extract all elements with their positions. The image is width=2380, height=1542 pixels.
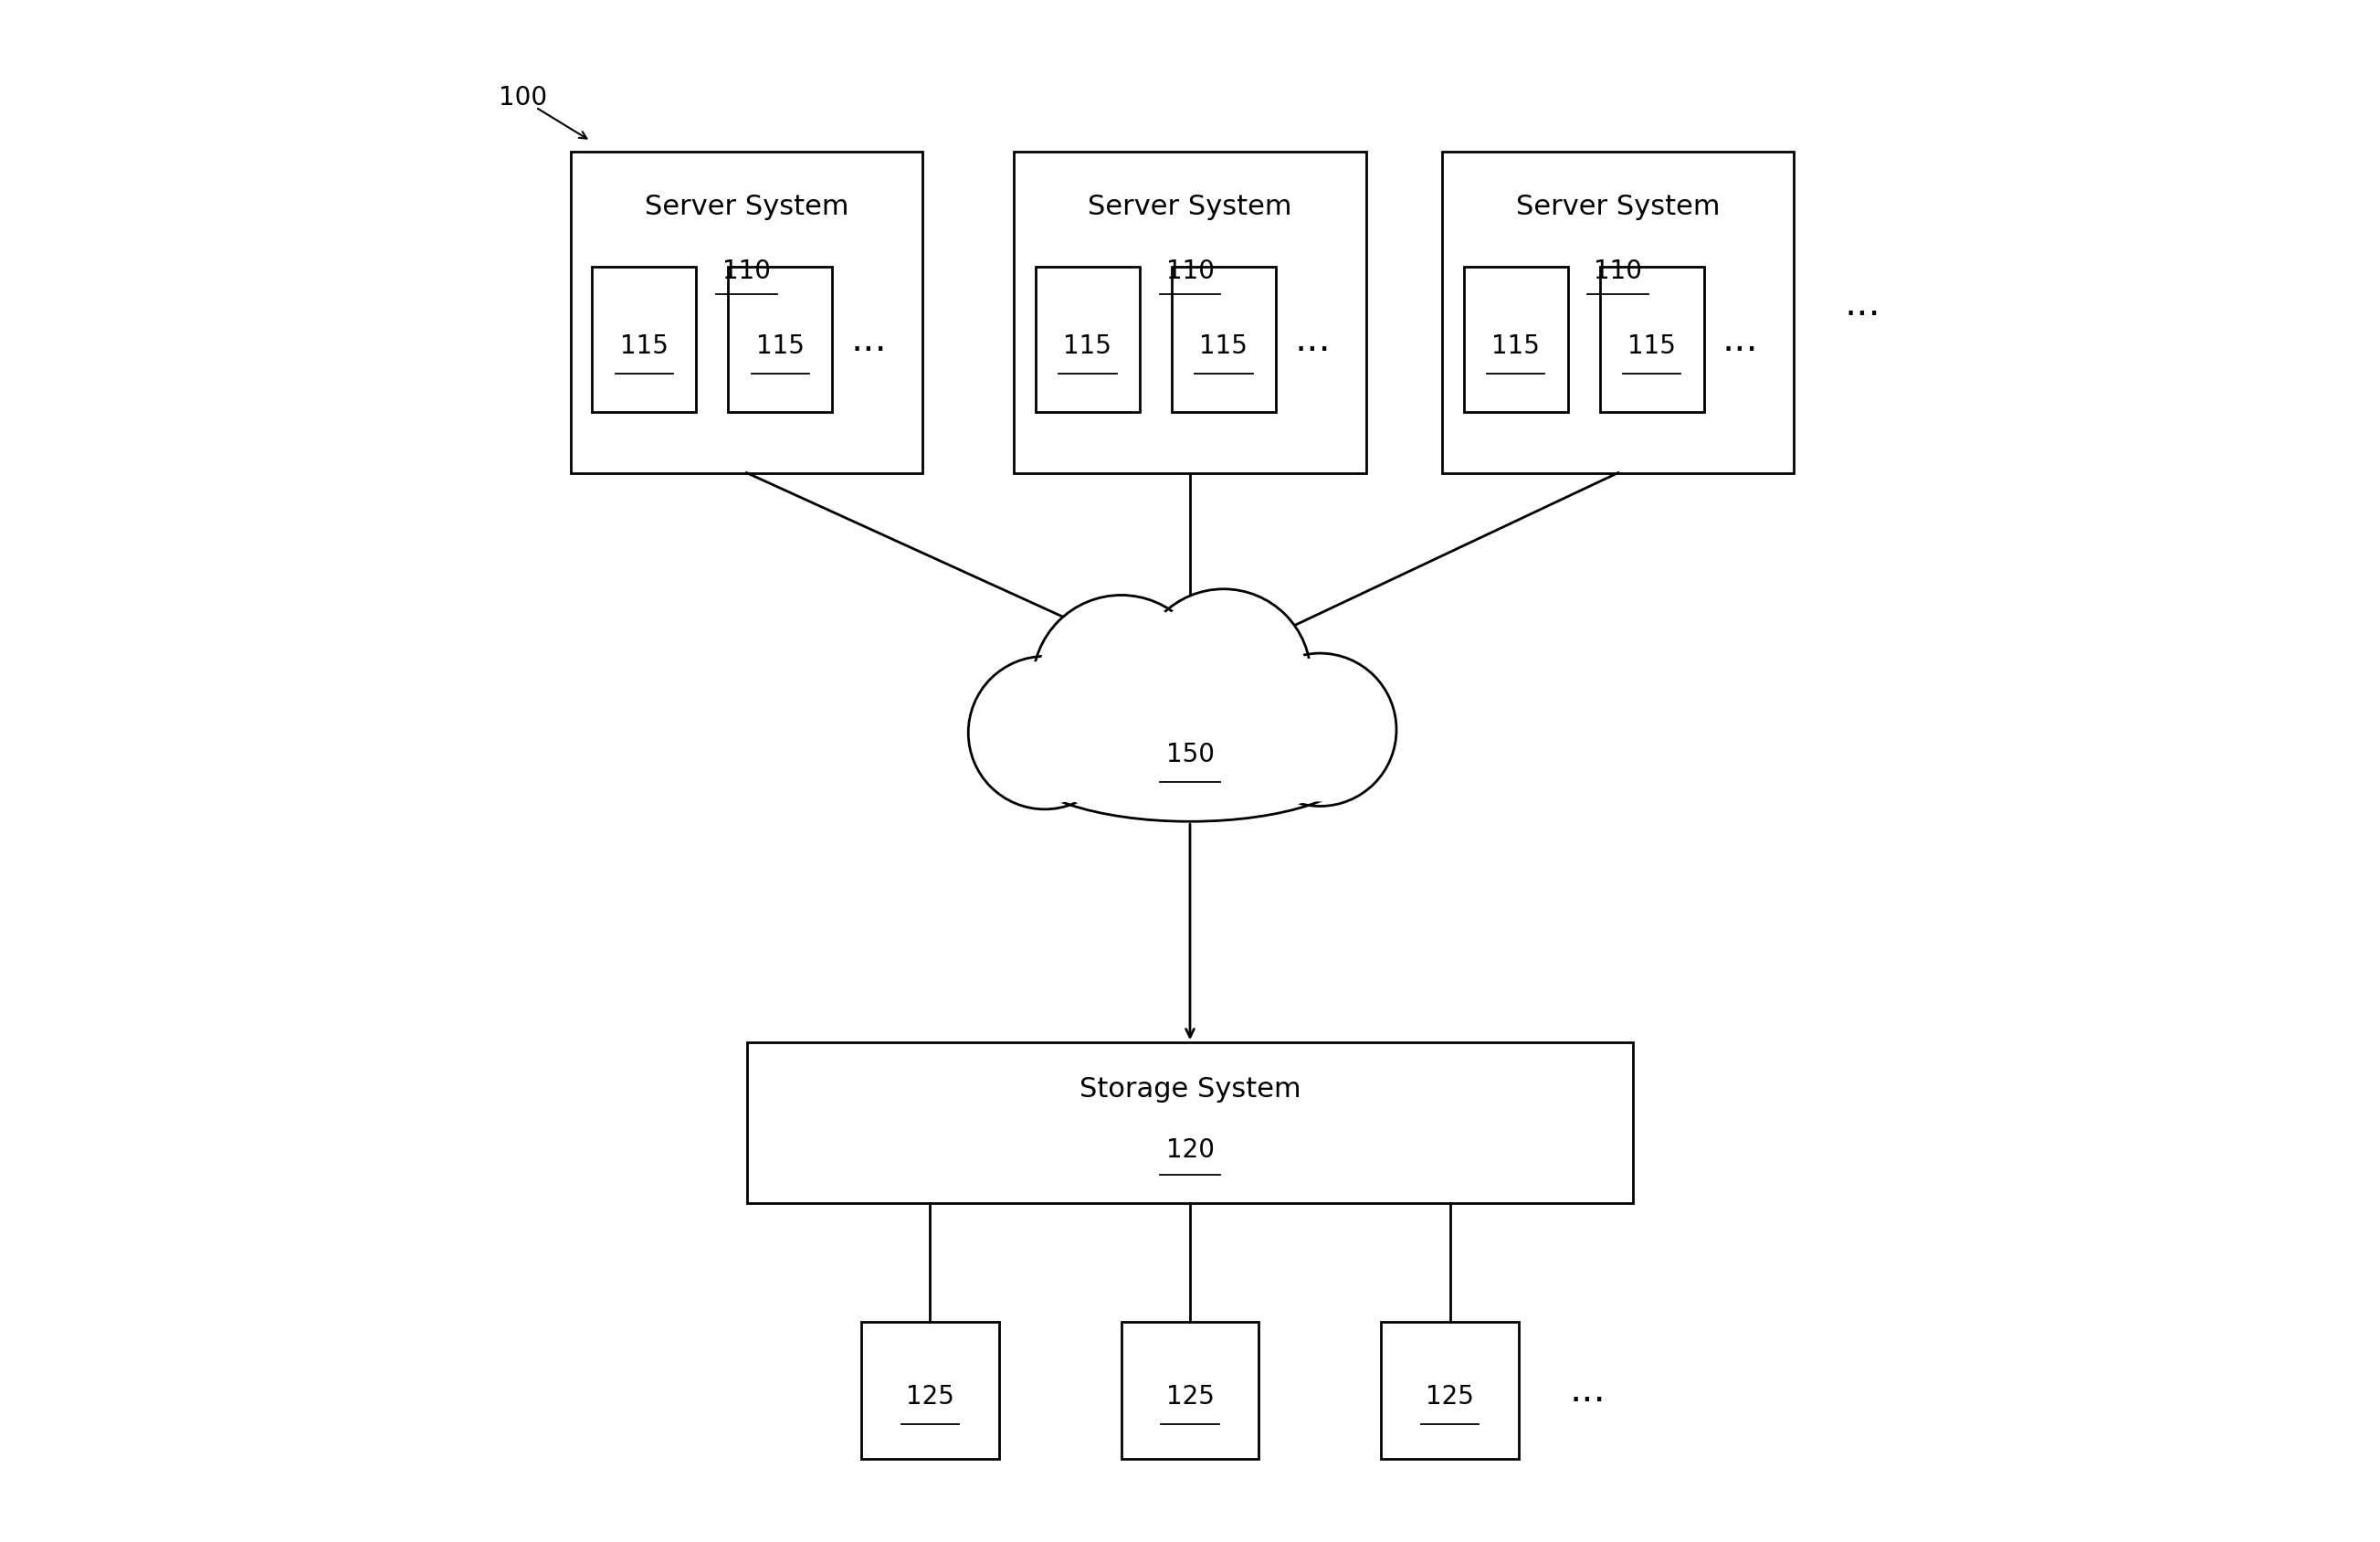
Text: 115: 115 — [1628, 333, 1676, 359]
Text: 100: 100 — [500, 85, 547, 111]
Text: 120: 120 — [1166, 1138, 1214, 1163]
Text: 125: 125 — [1426, 1383, 1473, 1409]
Text: 115: 115 — [1492, 333, 1540, 359]
Text: ...: ... — [1844, 285, 1880, 324]
Text: 115: 115 — [1064, 333, 1111, 359]
Text: 115: 115 — [757, 333, 804, 359]
Circle shape — [1038, 600, 1204, 768]
Text: 150: 150 — [1166, 742, 1214, 766]
Text: ...: ... — [1295, 321, 1330, 359]
Text: 125: 125 — [907, 1383, 954, 1409]
Text: Server System: Server System — [645, 193, 850, 221]
FancyBboxPatch shape — [747, 1042, 1633, 1203]
FancyBboxPatch shape — [728, 267, 833, 412]
Circle shape — [1242, 654, 1397, 806]
Text: 115: 115 — [621, 333, 669, 359]
Text: 110: 110 — [1595, 258, 1642, 284]
FancyBboxPatch shape — [862, 1321, 1000, 1459]
FancyBboxPatch shape — [1171, 267, 1276, 412]
Text: Server System: Server System — [1088, 193, 1292, 221]
Text: 110: 110 — [724, 258, 771, 284]
FancyBboxPatch shape — [1121, 1321, 1259, 1459]
Circle shape — [973, 662, 1116, 805]
FancyBboxPatch shape — [1014, 151, 1366, 473]
Text: 110: 110 — [1166, 258, 1214, 284]
FancyBboxPatch shape — [593, 267, 697, 412]
Circle shape — [969, 657, 1121, 810]
FancyBboxPatch shape — [1599, 267, 1704, 412]
FancyBboxPatch shape — [1035, 267, 1140, 412]
FancyBboxPatch shape — [571, 151, 923, 473]
FancyBboxPatch shape — [1464, 267, 1568, 412]
FancyBboxPatch shape — [1380, 1321, 1518, 1459]
Text: ...: ... — [1568, 1371, 1606, 1409]
Text: 115: 115 — [1200, 333, 1247, 359]
Circle shape — [1247, 658, 1392, 802]
Ellipse shape — [1019, 705, 1361, 822]
Circle shape — [1140, 594, 1307, 759]
Text: ...: ... — [850, 321, 888, 359]
Text: 125: 125 — [1166, 1383, 1214, 1409]
Text: ...: ... — [1723, 321, 1759, 359]
Circle shape — [1138, 589, 1311, 763]
Text: Server System: Server System — [1516, 193, 1721, 221]
Circle shape — [1033, 595, 1209, 773]
Ellipse shape — [1023, 709, 1357, 817]
FancyBboxPatch shape — [1442, 151, 1795, 473]
Text: Storage System: Storage System — [1078, 1076, 1302, 1103]
